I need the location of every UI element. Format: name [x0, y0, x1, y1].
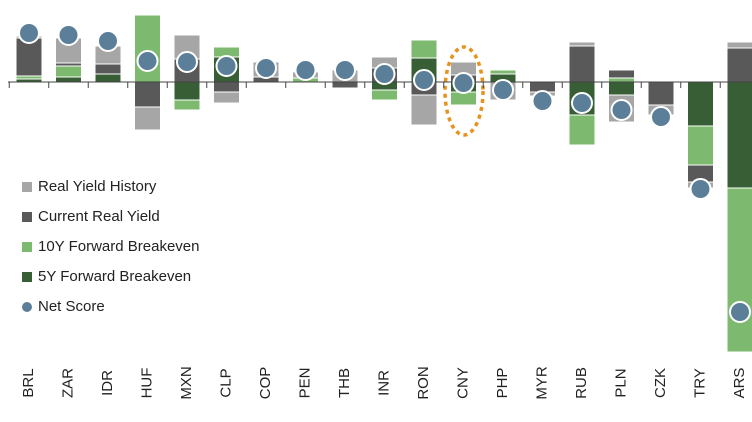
- legend-swatch: [22, 242, 32, 252]
- bar-segment: [371, 89, 398, 101]
- bar-segment: [608, 69, 635, 79]
- x-tick-label: TRY: [691, 368, 708, 398]
- bar-segment: [55, 65, 82, 78]
- x-tick-label: CZK: [652, 368, 669, 398]
- highlight-ellipse: [443, 45, 485, 137]
- net-score-dot: [294, 59, 317, 81]
- legend-label: Current Real Yield: [38, 208, 160, 225]
- net-score-dot: [610, 99, 633, 121]
- legend-swatch: [22, 302, 32, 312]
- bar-segment: [687, 125, 714, 166]
- net-score-dot: [136, 50, 159, 72]
- net-score-dot: [689, 178, 712, 200]
- net-score-dot: [57, 24, 80, 46]
- x-tick-label: PEN: [296, 368, 313, 399]
- bar-segment: [647, 81, 675, 106]
- net-score-dot: [176, 51, 198, 73]
- net-score-dot: [413, 69, 435, 91]
- bar-segment: [213, 81, 240, 93]
- x-tick-label: ARS: [731, 368, 748, 399]
- legend-label: 10Y Forward Breakeven: [38, 238, 199, 255]
- bar-segment: [134, 81, 161, 108]
- legend-swatch: [22, 272, 32, 282]
- bar-segment: [410, 94, 438, 126]
- bar-segment: [608, 77, 635, 83]
- x-tick-label: THB: [336, 368, 353, 398]
- net-score-dot: [729, 301, 751, 323]
- bar-segment: [726, 47, 752, 83]
- bar-segment: [173, 99, 201, 111]
- x-tick-label: CLP: [217, 368, 234, 397]
- net-score-dot: [97, 30, 119, 52]
- x-tick-label: CNY: [454, 367, 471, 399]
- bar-segment: [213, 91, 240, 104]
- net-score-dot: [452, 72, 475, 94]
- bar-segment: [94, 63, 122, 75]
- net-score-dot: [492, 79, 514, 101]
- x-tick-label: COP: [257, 367, 274, 400]
- net-score-dot: [18, 22, 40, 44]
- legend-swatch: [22, 212, 32, 222]
- legend-label: Real Yield History: [38, 178, 157, 195]
- bar-segment: [568, 41, 596, 47]
- bar-segment: [410, 39, 438, 59]
- bar-segment: [726, 81, 752, 189]
- x-tick-label: MYR: [533, 366, 550, 400]
- x-tick-label: RON: [415, 366, 432, 399]
- bar-segment: [568, 45, 596, 83]
- x-tick-label: PHP: [494, 368, 511, 399]
- x-tick-label: MXN: [178, 366, 195, 399]
- x-tick-label: BRL: [20, 368, 37, 397]
- bar-segment: [687, 81, 714, 127]
- legend-label: Net Score: [38, 298, 105, 315]
- x-tick-label: PLN: [612, 368, 629, 397]
- bar-segment: [15, 37, 43, 77]
- bar-segment: [94, 73, 122, 83]
- net-score-dot: [215, 55, 238, 77]
- bar-segment: [173, 81, 201, 101]
- net-score-dot: [531, 90, 554, 112]
- net-score-dot: [650, 106, 672, 128]
- bar-segment: [726, 187, 752, 353]
- x-tick-label: ZAR: [59, 368, 76, 398]
- legend-label: 5Y Forward Breakeven: [38, 268, 191, 285]
- bar-segment: [568, 114, 596, 146]
- bar-segment: [55, 76, 82, 83]
- bar-segment: [331, 81, 359, 89]
- x-tick-label: IDR: [99, 370, 116, 396]
- x-tick-label: RUB: [573, 367, 590, 399]
- bar-segment: [489, 69, 517, 75]
- bar-segment: [134, 106, 161, 131]
- x-tick-label: HUF: [138, 368, 155, 399]
- legend-swatch: [22, 182, 32, 192]
- net-score-dot: [571, 92, 593, 114]
- net-score-dot: [373, 63, 396, 85]
- bar-segment: [608, 81, 635, 96]
- bar-segment: [726, 41, 752, 49]
- net-score-dot: [255, 57, 277, 79]
- x-tick-label: INR: [375, 370, 392, 396]
- net-score-dot: [334, 59, 356, 81]
